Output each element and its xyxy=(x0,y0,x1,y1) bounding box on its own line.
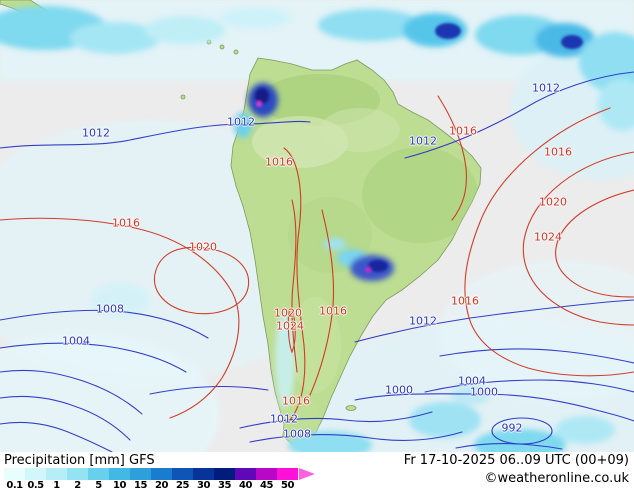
scale-cell xyxy=(46,468,67,480)
scale-tick: 2 xyxy=(74,480,81,490)
scale-tick: 1 xyxy=(53,480,60,490)
scale-cell xyxy=(130,468,151,480)
scale-tick: 50 xyxy=(281,480,294,490)
scale-tick: 45 xyxy=(260,480,273,490)
valid-time-label: Fr 17-10-2025 06..09 UTC (00+09) xyxy=(403,453,629,468)
copyright-label: ©weatheronline.co.uk xyxy=(484,471,629,486)
scale-cell xyxy=(67,468,88,480)
scale-tick: 20 xyxy=(155,480,168,490)
scale-cell xyxy=(214,468,235,480)
map-region[interactable]: 1012 1012 1012 1012 1012 1012 1008 1008 1004 1004… xyxy=(0,0,634,452)
scale-tick: 30 xyxy=(197,480,210,490)
scale-cell xyxy=(172,468,193,480)
scale-cell xyxy=(256,468,277,480)
scale-arrow-icon xyxy=(299,468,315,480)
legend-footer: Precipitation [mm] GFS 0.1 0.5 1 2 5 10 15 20 25… xyxy=(0,452,634,490)
scale-tick: 40 xyxy=(239,480,252,490)
scale-tick: 25 xyxy=(176,480,189,490)
scale-cell xyxy=(277,468,298,480)
scale-tick: 0.1 xyxy=(6,480,23,490)
map-canvas[interactable] xyxy=(0,0,634,452)
scale-cell xyxy=(193,468,214,480)
color-scale-bar xyxy=(4,468,315,480)
color-scale-ticks: 0.1 0.5 1 2 5 10 15 20 25 30 35 40 45 50 xyxy=(4,480,298,490)
scale-cell xyxy=(151,468,172,480)
scale-cell xyxy=(88,468,109,480)
scale-cell xyxy=(4,468,25,480)
scale-tick: 15 xyxy=(134,480,147,490)
scale-tick: 0.5 xyxy=(27,480,44,490)
scale-cell xyxy=(235,468,256,480)
isobar-lines-red xyxy=(0,95,634,423)
isobar-lines-blue xyxy=(0,71,634,452)
footer-right: Fr 17-10-2025 06..09 UTC (00+09) ©weathe… xyxy=(404,453,629,486)
scale-cell xyxy=(25,468,46,480)
scale-tick: 5 xyxy=(95,480,102,490)
scale-tick: 35 xyxy=(218,480,231,490)
land-texture-layer xyxy=(252,74,478,444)
heavy-precip-cores-layer xyxy=(255,23,583,273)
map-title: Precipitation [mm] GFS xyxy=(4,453,155,468)
scale-tick: 10 xyxy=(113,480,126,490)
scale-cell xyxy=(109,468,130,480)
